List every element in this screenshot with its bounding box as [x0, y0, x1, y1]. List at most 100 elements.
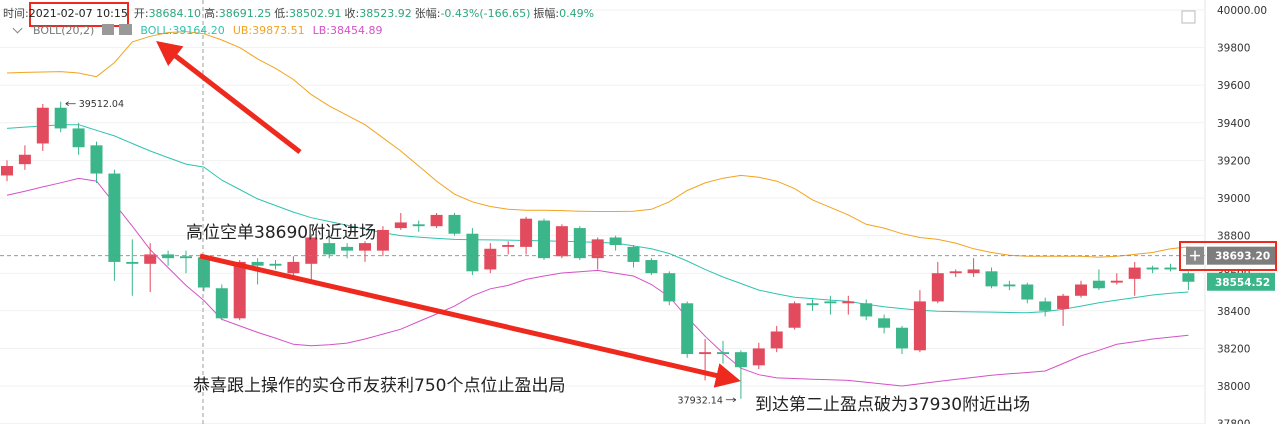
last-price-label: 38554.52	[1215, 277, 1270, 289]
candle-body	[931, 273, 944, 302]
indicator-legend: BOLL(20,2) BOLL:39164.20 UB:39873.51 LB:384…	[12, 23, 390, 37]
candle-body	[18, 154, 31, 165]
candle-body	[1003, 284, 1016, 287]
candle-body	[162, 254, 175, 259]
band-line	[6, 177, 1189, 387]
candle-body	[54, 107, 67, 129]
plus-icon	[1190, 250, 1200, 261]
y-tick-label: 40000.00	[1217, 5, 1267, 17]
candle-body	[323, 243, 336, 255]
y-tick-label: 39200	[1217, 155, 1250, 167]
fullscreen-icon[interactable]	[1181, 10, 1196, 24]
candle-body	[663, 273, 676, 302]
candle-body	[412, 224, 425, 227]
crosshair-price-label: 38693.20	[1215, 251, 1270, 263]
candle-body	[1039, 301, 1052, 311]
field-value: 38684.10	[148, 7, 202, 20]
price-label-bg	[1207, 246, 1275, 265]
highlight-box	[29, 2, 129, 27]
field-label: 收:	[344, 7, 360, 20]
candle-body	[985, 271, 998, 287]
field-label: 振幅:	[533, 7, 560, 20]
candle-body	[824, 301, 837, 304]
candle-body	[1021, 284, 1034, 300]
candle-body	[699, 352, 712, 355]
candle-body	[215, 288, 228, 319]
candle-body	[108, 173, 121, 262]
collapse-icon[interactable]	[12, 23, 23, 34]
field-label: 高:	[204, 7, 219, 20]
marker-arrow	[65, 101, 76, 107]
candle-body	[591, 239, 604, 259]
candle-body	[627, 246, 640, 262]
annotation: 高位空单38690附近进场	[186, 223, 376, 243]
annotation-arrow	[156, 40, 302, 154]
min-price-label: 37932.14	[678, 395, 723, 406]
field-value: 38523.92	[359, 7, 412, 20]
y-tick-label: 39600	[1217, 80, 1250, 92]
candle-body	[573, 228, 586, 259]
candle-body	[752, 348, 765, 366]
field-value: 2021-02-07 10:15	[28, 7, 128, 20]
candle-body	[520, 218, 533, 247]
candle-body	[180, 256, 192, 259]
candle-body	[555, 226, 568, 257]
candle-body	[305, 237, 318, 264]
y-tick-label: 38200	[1217, 343, 1250, 355]
annotation-arrow	[199, 253, 741, 388]
field-value: 38691.25	[218, 7, 272, 20]
candle-body	[1164, 267, 1177, 270]
candle-body	[251, 261, 264, 266]
candle-body	[90, 145, 103, 174]
candle-body	[806, 303, 819, 306]
field-value: 0.49%	[559, 7, 595, 20]
highlight-box	[1179, 241, 1277, 271]
last-price-bg	[1207, 272, 1275, 291]
candle-body	[1110, 280, 1123, 283]
candle-body	[1, 166, 13, 176]
candle-body	[376, 229, 389, 251]
candle-body	[896, 327, 908, 349]
band-line	[6, 31, 1189, 258]
ohlc-header: 时间:2021-02-07 10:15 开:38684.10 高:38691.25 低…	[3, 5, 597, 21]
candle-body	[466, 233, 479, 272]
settings-icons[interactable]	[102, 24, 133, 35]
y-tick-label: 38400	[1217, 306, 1250, 318]
y-tick-label: 39000	[1217, 193, 1250, 205]
candle-body	[967, 269, 980, 274]
candle-body	[734, 352, 747, 368]
candle-body	[36, 107, 49, 144]
indicator-name: BOLL(20,2)	[33, 24, 95, 37]
field-label: 张幅:	[414, 7, 441, 20]
legend-entry: LB:38454.89	[312, 24, 383, 37]
y-tick-label: 39400	[1217, 118, 1250, 130]
candle-body	[1057, 295, 1070, 309]
candle-body	[538, 220, 550, 259]
annotation: 到达第二止盈点破为37930附近出场	[755, 395, 1030, 415]
candle-body	[1182, 273, 1195, 282]
marker-arrow	[725, 397, 737, 403]
y-tick-label: 38000	[1217, 381, 1250, 393]
candle-body	[1146, 267, 1159, 270]
candle-body	[842, 301, 855, 304]
field-label: 开:	[133, 7, 149, 20]
field-value: 38502.91	[289, 7, 342, 20]
annotation: 恭喜跟上操作的实仓币友获利750个点位止盈出局	[193, 376, 565, 396]
candle-body	[788, 303, 801, 328]
candle-body	[878, 318, 891, 328]
candle-body	[1092, 280, 1105, 289]
y-tick-label: 38800	[1217, 231, 1250, 243]
candle-body	[609, 237, 622, 245]
candle-body	[269, 263, 282, 266]
candle-body	[1128, 267, 1141, 279]
candle-body	[913, 301, 926, 351]
candle-body	[502, 244, 515, 247]
candle-body	[860, 303, 873, 317]
candle-body	[287, 261, 300, 274]
candle-body	[1075, 284, 1087, 296]
candle-body	[949, 271, 962, 274]
candle-body	[448, 214, 461, 234]
field-label: 低:	[274, 7, 289, 20]
